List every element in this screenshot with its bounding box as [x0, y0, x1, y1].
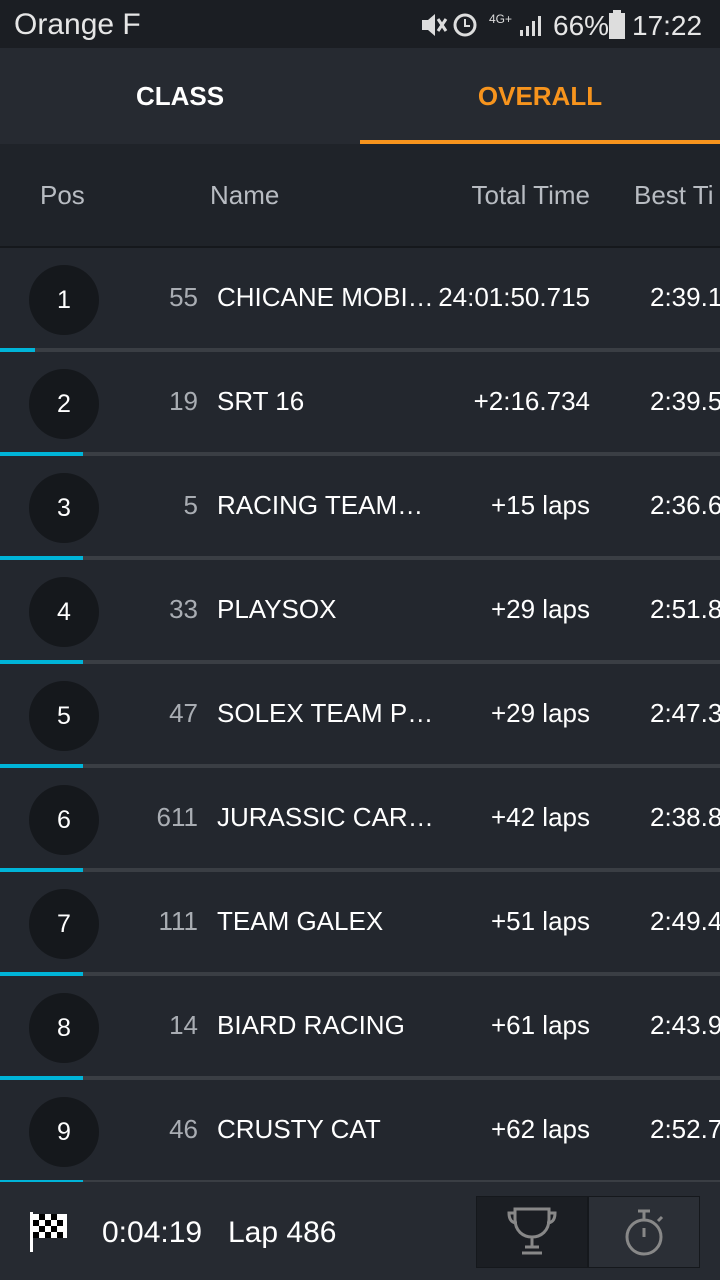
best-time: 2:51.8	[650, 594, 720, 624]
result-row[interactable]: 2 19 SRT 16 +2:16.734 2:39.5	[0, 352, 720, 456]
best-time: 2:49.4	[650, 906, 720, 936]
signal-icon	[520, 16, 541, 36]
best-time: 2:39.1	[650, 282, 720, 312]
result-row[interactable]: 9 46 CRUSTY CAT +62 laps 2:52.7	[0, 1080, 720, 1184]
team-name: BIARD RACING	[217, 1010, 405, 1040]
car-number: 19	[169, 386, 198, 416]
tab-indicator	[360, 140, 720, 144]
status-icons	[422, 13, 477, 37]
team-name: CHICANE MOBI…	[217, 282, 434, 312]
stopwatch-button[interactable]	[588, 1196, 700, 1268]
team-name: PLAYSOX	[217, 594, 337, 624]
trophy-button[interactable]	[476, 1196, 588, 1268]
battery: 66%	[553, 10, 610, 41]
progress-bar	[0, 556, 83, 560]
progress-bar	[0, 452, 83, 456]
car-number: 47	[169, 698, 198, 728]
total-time: 24:01:50.715	[438, 282, 590, 312]
position-badge: 2	[29, 369, 99, 439]
position-badge: 7	[29, 889, 99, 959]
elapsed-time: 0:04:19	[102, 1216, 203, 1249]
car-number: 611	[156, 802, 198, 832]
total-time: +29 laps	[490, 594, 590, 624]
result-row[interactable]: 6 611 JURASSIC CAR… +42 laps 2:38.8	[0, 768, 720, 872]
position-badge: 9	[29, 1097, 99, 1167]
footer-bar: 0:04:19 Lap 486	[0, 1182, 720, 1280]
car-number: 5	[183, 490, 198, 520]
result-row[interactable]: 1 55 CHICANE MOBI… 24:01:50.715 2:39.1	[0, 248, 720, 352]
car-number: 46	[169, 1114, 198, 1144]
team-name: SRT 16	[217, 386, 305, 416]
position-badge: 1	[29, 265, 99, 335]
column-header[interactable]: Best Ti	[634, 180, 714, 210]
best-time: 2:43.9	[650, 1010, 720, 1040]
progress-bar	[0, 1076, 83, 1080]
car-number: 111	[158, 906, 198, 936]
battery-icon	[609, 10, 625, 39]
progress-bar	[0, 868, 83, 872]
status-bar: Orange F 4G+ 66% 17:22	[0, 0, 720, 48]
total-time: +62 laps	[490, 1114, 590, 1144]
clock: 17:22	[632, 10, 703, 41]
column-header[interactable]: Pos	[40, 180, 85, 210]
total-time: +15 laps	[490, 490, 590, 520]
position-badge: 8	[29, 993, 99, 1063]
tab[interactable]: CLASS	[135, 81, 225, 111]
result-row[interactable]: 4 33 PLAYSOX +29 laps 2:51.8	[0, 560, 720, 664]
table-header: Pos Name Total Time Best Ti	[0, 144, 720, 248]
team-name: JURASSIC CAR…	[217, 802, 434, 832]
progress-bar	[0, 764, 83, 768]
result-row[interactable]: 5 47 SOLEX TEAM P… +29 laps 2:47.3	[0, 664, 720, 768]
progress-bar	[0, 348, 35, 352]
network: 4G+	[489, 12, 513, 26]
total-time: +2:16.734	[473, 386, 590, 416]
tab-active[interactable]: OVERALL	[477, 81, 603, 111]
lap-count: Lap 486	[228, 1216, 337, 1249]
position-badge: 3	[29, 473, 99, 543]
result-row[interactable]: 8 14 BIARD RACING +61 laps 2:43.9	[0, 976, 720, 1080]
total-time: +61 laps	[490, 1010, 590, 1040]
result-row[interactable]: 3 5 RACING TEAM… +15 laps 2:36.6	[0, 456, 720, 560]
car-number: 14	[169, 1010, 198, 1040]
team-name: TEAM GALEX	[217, 906, 384, 936]
total-time: +42 laps	[490, 802, 590, 832]
column-header[interactable]: Total Time	[471, 180, 591, 210]
best-time: 2:38.8	[650, 802, 720, 832]
best-time: 2:36.6	[650, 490, 720, 520]
position-badge: 5	[29, 681, 99, 751]
team-name: RACING TEAM…	[217, 490, 424, 520]
car-number: 55	[169, 282, 198, 312]
result-row[interactable]: 7 111 TEAM GALEX +51 laps 2:49.4	[0, 872, 720, 976]
position-badge: 6	[29, 785, 99, 855]
best-time: 2:52.7	[650, 1114, 720, 1144]
tab-bar: CLASS OVERALL	[0, 48, 720, 144]
flag-icon	[30, 1212, 67, 1252]
best-time: 2:47.3	[650, 698, 720, 728]
progress-bar	[0, 660, 83, 664]
car-number: 33	[169, 594, 198, 624]
progress-bar	[0, 972, 83, 976]
total-time: +29 laps	[490, 698, 590, 728]
team-name: CRUSTY CAT	[217, 1114, 381, 1144]
column-header[interactable]: Name	[210, 180, 280, 210]
total-time: +51 laps	[490, 906, 590, 936]
best-time: 2:39.5	[650, 386, 720, 416]
team-name: SOLEX TEAM P…	[217, 698, 434, 728]
position-badge: 4	[29, 577, 99, 647]
carrier: Orange F	[14, 8, 141, 41]
